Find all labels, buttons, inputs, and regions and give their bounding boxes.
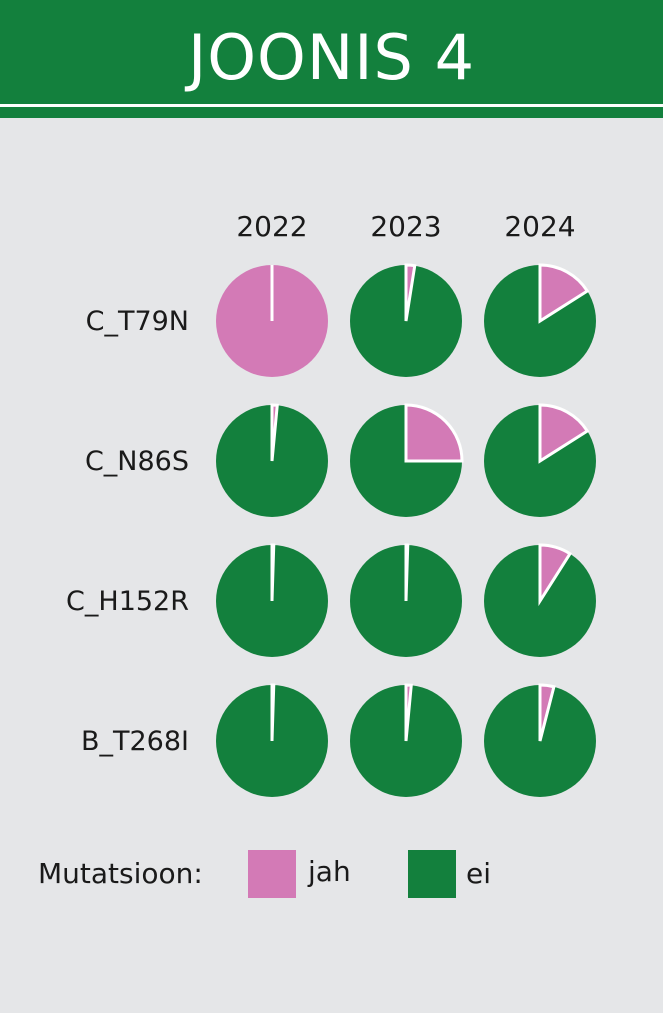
legend-label-ei: ei [466, 857, 492, 890]
pie-c_h152r-2022 [216, 543, 328, 657]
row-label-c_h152r: C_H152R [66, 586, 189, 617]
row-label-c_n86s: C_N86S [85, 446, 189, 477]
year-label-2024: 2024 [504, 210, 575, 243]
pie-c_t79n-2023 [350, 263, 462, 377]
pie-slice-jah [538, 543, 573, 607]
pie-b_t268i-2022 [216, 683, 328, 797]
pie-slice-jah [404, 543, 410, 602]
legend-swatch-ei [408, 850, 456, 898]
legend-prefix: Mutatsioon: [38, 857, 203, 890]
row-label-c_t79n: C_T79N [86, 306, 189, 337]
header-banner: JOONIS 4 [0, 0, 663, 118]
pie-c_t79n-2022 [216, 265, 328, 377]
pie-slice-jah [270, 403, 279, 462]
pie-slice-jah [404, 403, 464, 463]
page-title: JOONIS 4 [187, 21, 476, 94]
pie-c_h152r-2023 [350, 543, 462, 657]
pie-c_n86s-2023 [350, 403, 464, 517]
header-divider [0, 104, 663, 107]
pie-c_n86s-2024 [484, 403, 596, 517]
pie-slice-jah [538, 403, 590, 464]
year-label-2023: 2023 [370, 210, 441, 243]
legend-label-jah: jah [308, 855, 351, 888]
pie-c_h152r-2024 [484, 543, 596, 657]
pie-slice-jah [270, 683, 276, 742]
year-label-2022: 2022 [236, 210, 307, 243]
pie-slice-jah [538, 683, 556, 742]
pie-b_t268i-2023 [350, 683, 462, 797]
row-label-b_t268i: B_T268I [81, 726, 189, 757]
pie-slice-jah [404, 263, 417, 322]
pie-c_t79n-2024 [484, 263, 596, 377]
pie-slice-jah [404, 683, 413, 742]
legend-swatch-jah [248, 850, 296, 898]
pie-c_n86s-2022 [216, 403, 328, 517]
pie-slice-jah [270, 543, 276, 602]
pie-slice-jah [538, 263, 590, 324]
pie-b_t268i-2024 [484, 683, 596, 797]
